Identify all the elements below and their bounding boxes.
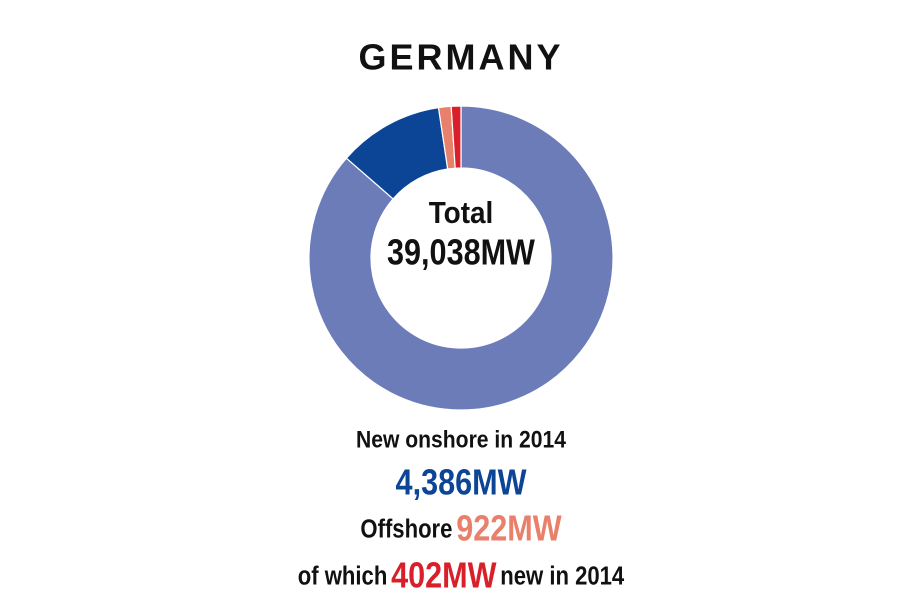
donut-segment (450, 105, 462, 169)
onshore-value: 4,386MW (396, 463, 527, 503)
offshore-prefix: Offshore (360, 515, 452, 544)
onshore-heading: New onshore in 2014 (356, 426, 566, 453)
donut-segment (308, 105, 614, 411)
center-total: 39,038MW (387, 233, 535, 273)
new-suffix: new in 2014 (500, 562, 625, 591)
offshore-line: Offshore 922MW (360, 509, 562, 549)
new-offshore-line: of which 402MW new in 2014 (298, 556, 625, 596)
center-label: Total (429, 196, 494, 231)
offshore-value: 922MW (456, 509, 562, 549)
chart-title: GERMANY (358, 37, 563, 78)
of-which: of which (298, 562, 388, 591)
donut (308, 105, 614, 411)
new-offshore-value: 402MW (391, 556, 497, 596)
